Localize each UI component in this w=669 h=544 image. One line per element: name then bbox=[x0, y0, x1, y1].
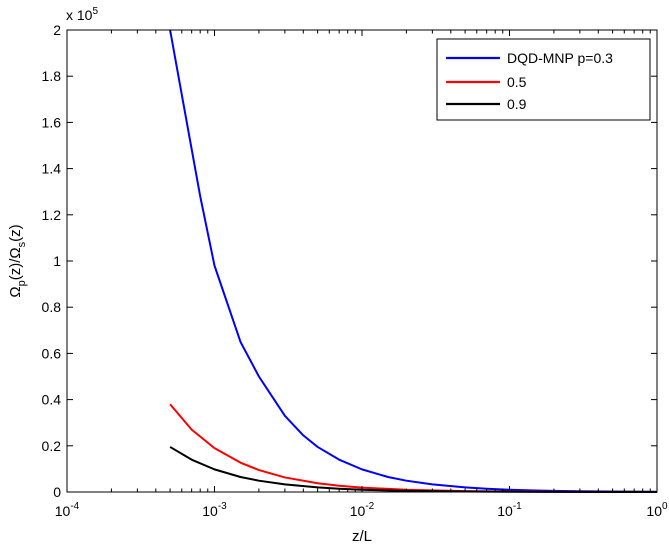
y-multiplier: x 105 bbox=[66, 6, 98, 23]
y-tick-label: 1 bbox=[53, 253, 61, 269]
y-tick-label: 0 bbox=[53, 484, 61, 500]
legend-box bbox=[436, 38, 651, 121]
x-tick-label: 10-1 bbox=[497, 501, 522, 519]
y-tick-label: 1.6 bbox=[42, 114, 62, 130]
y-tick-label: 1.8 bbox=[42, 68, 62, 84]
y-multiplier-prefix: x 10 bbox=[66, 7, 93, 23]
y-tick-label: 0.4 bbox=[42, 392, 62, 408]
y-label-sub-a: p bbox=[16, 280, 28, 286]
y-label-sub-b: s bbox=[16, 241, 28, 247]
y-tick-label: 0.2 bbox=[42, 438, 62, 454]
y-label-part-b: (z)/Ω bbox=[7, 247, 24, 280]
y-label-part-c: (z) bbox=[7, 224, 24, 242]
x-tick-label: 100 bbox=[646, 501, 668, 519]
y-label-part-a: Ω bbox=[7, 286, 24, 297]
tick-layer: 0 0.2 0.4 0.6 0.8 1 1.2 1.4 1.6 1.8 2 10-4 10-3 10-2 1… bbox=[42, 22, 668, 519]
y-axis-label: Ωp(z)/Ωs(z) bbox=[7, 224, 28, 297]
y-multiplier-exponent: 5 bbox=[92, 6, 98, 17]
x-tick-label: 10-4 bbox=[55, 501, 80, 519]
legend-label-p03: DQD-MNP p=0.3 bbox=[507, 50, 613, 66]
legend-label-p05: 0.5 bbox=[507, 74, 527, 90]
legend: DQD-MNP p=0.3 0.5 0.9 bbox=[436, 38, 651, 121]
y-tick-label: 1.2 bbox=[42, 207, 62, 223]
y-tick-label: 0.8 bbox=[42, 299, 62, 315]
y-tick-label: 2 bbox=[53, 22, 61, 38]
x-axis-label: z/L bbox=[352, 528, 372, 544]
y-tick-label: 0.6 bbox=[42, 345, 62, 361]
legend-label-p09: 0.9 bbox=[507, 96, 527, 112]
x-tick-label: 10-2 bbox=[350, 501, 375, 519]
y-tick-label: 1.4 bbox=[42, 161, 62, 177]
x-tick-label: 10-3 bbox=[202, 501, 227, 519]
